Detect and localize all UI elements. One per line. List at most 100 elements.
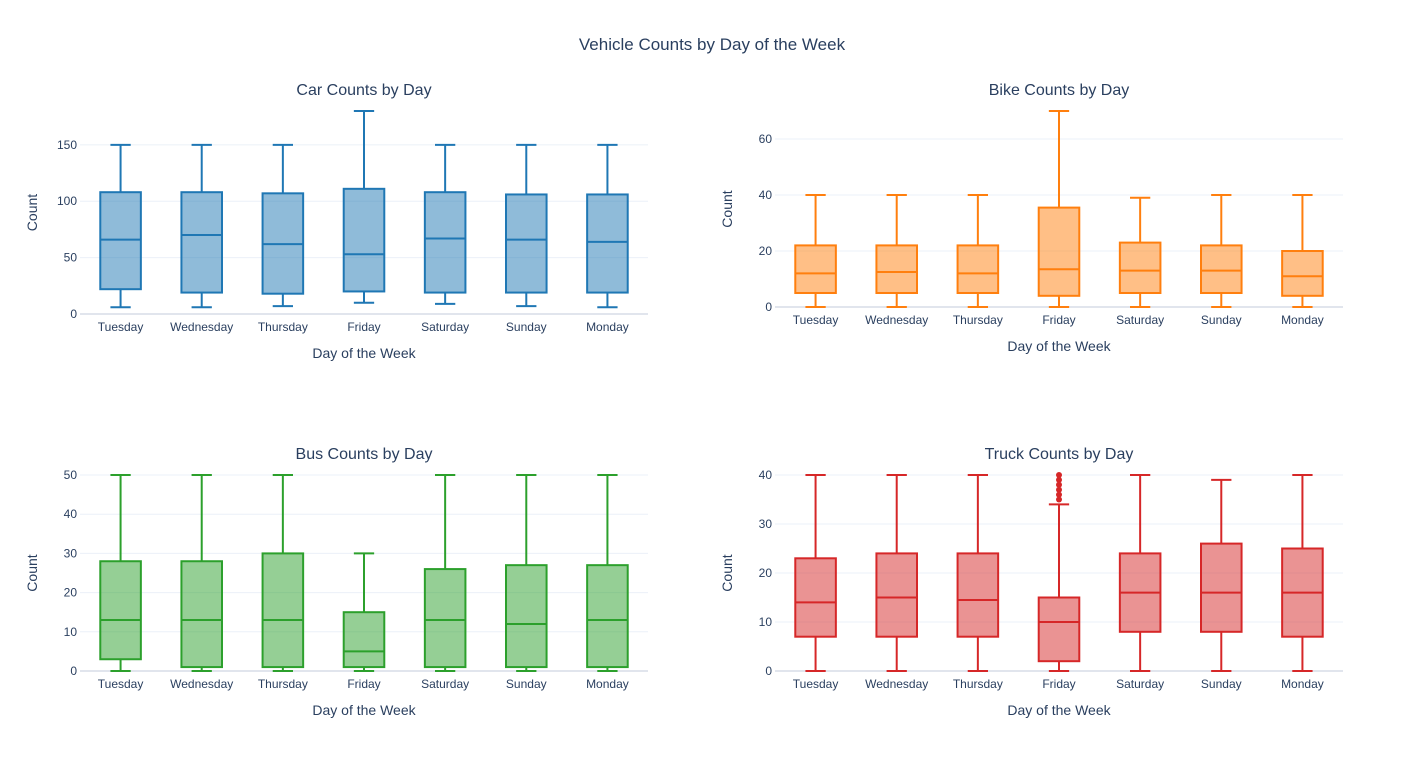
y-tick-label: 50 [64,468,78,482]
box-iqr [261,552,305,669]
x-tick-label: Thursday [258,320,308,334]
x-tick-label: Friday [1042,677,1075,691]
box-iqr [342,611,386,669]
box-monday [586,474,629,672]
x-axis-title: Day of the Week [1007,338,1111,354]
y-tick-label: 20 [759,566,773,580]
x-axis-title: Day of the Week [312,702,416,718]
x-tick-label: Friday [347,677,380,691]
x-tick-label: Tuesday [98,320,144,334]
subplot-3: Bus Counts by Day 0 10 20 30 40 50 Day of the W… [24,446,648,718]
x-tick-label: Saturday [1116,677,1164,691]
y-tick-label: 50 [64,251,78,265]
x-tick-label: Monday [586,320,629,334]
box-iqr [1200,244,1243,294]
box-wednesday [875,474,919,672]
box-saturday [1118,474,1162,672]
x-axis-title: Day of the Week [1007,702,1111,718]
box-monday [1281,474,1324,672]
x-tick-label: Sunday [1201,677,1242,691]
x-tick-label: Tuesday [793,313,839,327]
box-monday [1281,194,1324,308]
x-tick-label: Thursday [258,677,308,691]
box-tuesday [99,143,142,309]
y-tick-label: 20 [64,586,78,600]
subplot-1: Car Counts by Day 0 50 100 150 Day of the Wee… [24,82,648,361]
y-tick-label: 40 [64,507,78,521]
x-tick-label: Monday [586,677,629,691]
y-tick-label: 40 [759,468,773,482]
y-tick-label: 10 [64,625,78,639]
y-axis-title: Count [24,554,40,591]
y-axis-title: Count [719,554,735,591]
box-friday [1037,110,1081,308]
subplot-title: Bus Counts by Day [296,446,433,463]
box-sunday [1200,478,1243,672]
box-wednesday [180,143,224,309]
x-tick-label: Thursday [953,677,1003,691]
box-iqr [505,564,548,669]
y-tick-label: 40 [759,188,773,202]
box-iqr [342,187,386,293]
outlier-point [1056,476,1062,483]
y-tick-label: 30 [759,517,773,531]
outlier-point [1056,486,1062,493]
x-tick-label: Friday [347,320,380,334]
y-axis-title: Count [719,190,735,227]
box-tuesday [99,474,142,672]
y-tick-label: 0 [765,300,772,314]
box-iqr [423,191,467,294]
box-iqr [875,552,919,638]
box-saturday [1118,196,1162,308]
box-sunday [505,474,548,672]
box-saturday [423,474,467,672]
x-tick-label: Wednesday [170,320,233,334]
x-axis-title: Day of the Week [312,345,416,361]
box-monday [586,143,629,309]
y-tick-label: 100 [57,194,77,208]
x-tick-label: Tuesday [793,677,839,691]
x-tick-label: Monday [1281,677,1324,691]
box-iqr [956,552,1000,638]
box-tuesday [794,194,837,308]
y-tick-label: 10 [759,615,773,629]
box-thursday [261,474,305,672]
figure-title: Vehicle Counts by Day of the Week [579,35,846,54]
y-tick-label: 150 [57,138,77,152]
x-tick-label: Wednesday [865,677,928,691]
subplot-title: Bike Counts by Day [989,82,1130,99]
box-wednesday [875,194,919,308]
x-tick-label: Friday [1042,313,1075,327]
box-iqr [586,193,629,294]
outlier-point [1056,496,1062,503]
box-iqr [956,244,1000,294]
x-tick-label: Wednesday [865,313,928,327]
box-iqr [423,568,467,669]
box-friday [1037,472,1081,672]
subplot-title: Truck Counts by Day [985,446,1134,463]
y-tick-label: 0 [70,307,77,321]
x-tick-label: Sunday [1201,313,1242,327]
box-iqr [1200,542,1243,633]
box-iqr [1037,206,1081,297]
box-iqr [794,244,837,294]
box-tuesday [794,474,837,672]
box-thursday [956,474,1000,672]
box-sunday [1200,194,1243,308]
x-tick-label: Sunday [506,677,547,691]
box-iqr [180,191,224,294]
x-tick-label: Saturday [421,320,469,334]
box-iqr [1118,241,1162,295]
y-tick-label: 0 [70,664,77,678]
y-tick-label: 0 [765,664,772,678]
box-iqr [794,557,837,638]
y-tick-label: 20 [759,244,773,258]
x-tick-label: Tuesday [98,677,144,691]
y-tick-label: 30 [64,546,78,560]
box-wednesday [180,474,224,672]
subplot-title: Car Counts by Day [296,82,431,99]
x-tick-label: Wednesday [170,677,233,691]
outlier-point [1056,481,1062,488]
y-tick-label: 60 [759,132,773,146]
